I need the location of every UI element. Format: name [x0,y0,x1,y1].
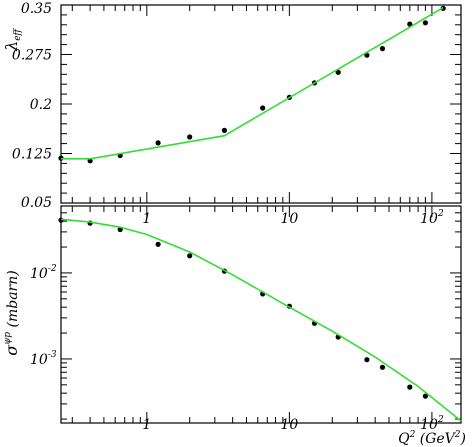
x-axis-label: Q2 (GeV2) [398,430,466,447]
sigma-data-point [422,393,428,399]
sigma-data-point [187,253,193,259]
x-tick-label-upper: 102 [420,209,444,227]
lambda-data-point [422,20,428,26]
lambda-data-point [335,69,341,75]
y-tick-label: 0.275 [12,48,52,64]
sigma-data-point [379,364,386,370]
sigma-fit-line [60,218,462,422]
lambda-data-point [407,21,413,27]
lambda-data-point [155,140,161,146]
x-tick-label: 10 [280,417,298,433]
y-tick-label: 0.35 [21,1,52,17]
x-tick-label: 102 [420,415,444,433]
y-tick-label: 10-2 [30,264,57,282]
y-tick-label: 0.2 [30,97,52,113]
lambda-fit-line [61,6,444,160]
y-axis-label: σψp (mbarn) [2,270,21,355]
lambda-data-point [221,127,227,133]
sigma-data-point [155,241,161,247]
x-tick-label-upper: 1 [142,211,151,227]
sigma-data-point [364,357,370,363]
y-tick-label: 10-3 [30,350,57,368]
sigma-data-point [407,384,413,390]
lambda-data-point [379,46,386,52]
top-plot-frame [60,4,462,204]
lambda-data-point [187,134,193,140]
lambda-data-point [260,105,266,111]
y-axis-label: λeff [2,27,23,51]
bottom-plot-frame [60,205,462,424]
x-tick-label: 1 [142,417,151,433]
y-tick-label: 0.05 [21,195,52,211]
y-tick-label: 0.125 [12,147,52,163]
lambda-eff-panel: 0.05 0.125 0.2 0.275 0.35 λeff [2,1,462,211]
x-tick-label-upper: 10 [280,211,298,227]
